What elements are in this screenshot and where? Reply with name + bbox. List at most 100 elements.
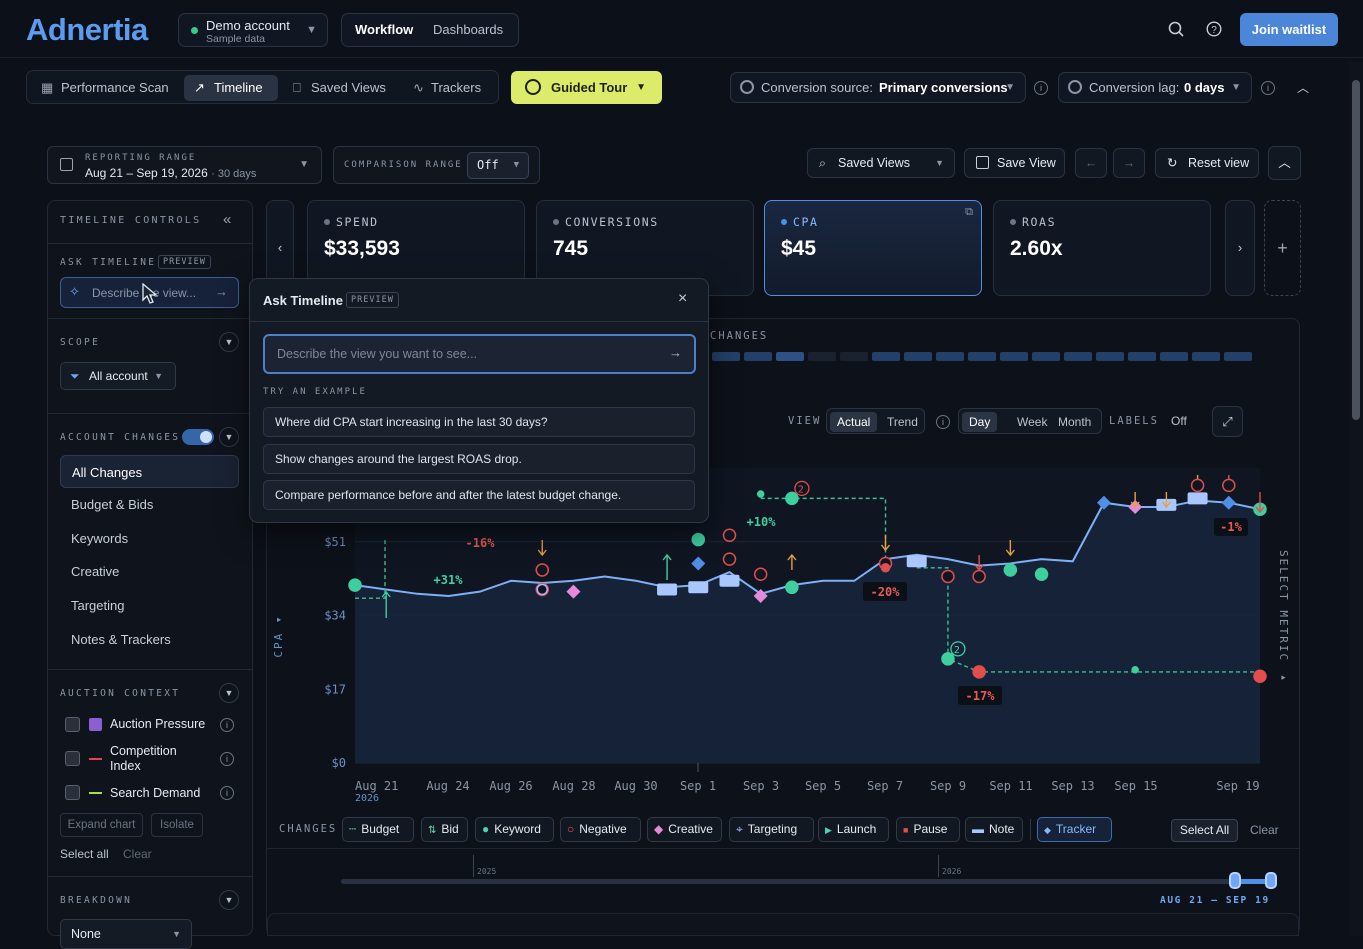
range-selection[interactable] [1234, 879, 1272, 884]
note-marker[interactable] [688, 581, 709, 594]
tracker-marker[interactable] [1096, 495, 1111, 510]
keyword-marker[interactable] [1131, 665, 1139, 674]
change-density-cell[interactable] [904, 352, 932, 361]
nav-dashboards[interactable]: Dashboards [433, 22, 504, 37]
example-prompt-2[interactable]: Show changes around the largest ROAS dro… [263, 444, 695, 474]
conversion-lag-select[interactable]: Conversion lag: 0 days ▼ [1058, 72, 1252, 103]
legend-keyword[interactable]: ● Keyword [475, 817, 554, 842]
note-marker[interactable] [719, 574, 740, 587]
example-prompt-1[interactable]: Where did CPA start increasing in the la… [263, 407, 695, 437]
pause-marker[interactable] [972, 665, 986, 679]
nav-workflow[interactable]: Workflow [355, 22, 414, 37]
account-changes-toggle[interactable] [182, 429, 214, 445]
legend-bid[interactable]: ⇅ Bid [421, 817, 468, 842]
pause-marker[interactable] [1253, 669, 1267, 683]
change-density-cell[interactable] [840, 352, 868, 361]
note-marker[interactable] [657, 583, 678, 596]
collapse-header-button[interactable]: ︿ [1268, 146, 1301, 180]
send-arrow-icon[interactable]: → [669, 345, 682, 360]
expand-chart-button[interactable]: ⤢ [1212, 406, 1243, 437]
negative-marker[interactable] [1222, 478, 1236, 493]
join-waitlist-button[interactable]: Join waitlist [1240, 13, 1338, 46]
logo[interactable]: Adnertia [26, 12, 148, 47]
keyword-marker[interactable] [691, 532, 706, 547]
keyword-marker[interactable] [1034, 567, 1049, 582]
change-density-cell[interactable] [712, 352, 740, 361]
expand-chart-button[interactable]: Expand chart [60, 813, 143, 837]
change-density-cell[interactable] [1064, 352, 1092, 361]
info-icon[interactable]: i [220, 752, 234, 766]
scope-select[interactable]: ⏷ All account ▼ [60, 362, 176, 390]
keyword-marker[interactable] [348, 578, 362, 592]
change-density-cell[interactable] [776, 352, 804, 361]
info-icon[interactable]: i [1034, 81, 1048, 95]
kpi-roas[interactable]: ROAS 2.60x [993, 200, 1211, 296]
legend-budget[interactable]: ┄ Budget [342, 817, 414, 842]
legend-negative[interactable]: ○ Negative [560, 817, 641, 842]
change-density-cell[interactable] [808, 352, 836, 361]
labels-toggle[interactable]: Off [1171, 414, 1187, 428]
example-prompt-3[interactable]: Compare performance before and after the… [263, 480, 695, 510]
change-density-cell[interactable] [872, 352, 900, 361]
change-density-cell[interactable] [1000, 352, 1028, 361]
tracker-marker[interactable] [691, 556, 706, 571]
search-icon[interactable] [1168, 21, 1184, 37]
reset-view-button[interactable]: ↻ Reset view [1155, 148, 1259, 178]
range-handle-start[interactable] [1229, 872, 1241, 889]
note-marker[interactable] [1187, 492, 1208, 505]
negative-marker[interactable] [722, 552, 737, 566]
info-icon[interactable]: i [220, 718, 234, 732]
chevron-down-icon[interactable]: ▼ [219, 683, 239, 703]
view-trend[interactable]: Trend [887, 415, 918, 429]
note-marker[interactable] [906, 555, 927, 568]
pause-marker[interactable] [880, 563, 891, 573]
save-view-button[interactable]: Save View [964, 148, 1065, 178]
forward-button[interactable]: → [1113, 148, 1145, 178]
change-density-cell[interactable] [744, 352, 772, 361]
auction-pressure-checkbox[interactable] [65, 717, 80, 732]
granularity-month[interactable]: Month [1058, 415, 1092, 429]
tab-saved-views[interactable]: ⎕ Saved Views [285, 75, 394, 101]
breakdown-select[interactable]: None ▼ [60, 919, 192, 949]
targeting-marker[interactable] [536, 583, 548, 596]
negative-marker[interactable] [972, 569, 986, 584]
changes-heat-strip[interactable] [712, 352, 1260, 362]
info-icon[interactable]: i [1261, 81, 1275, 95]
change-density-cell[interactable] [1224, 352, 1252, 361]
change-density-cell[interactable] [1032, 352, 1060, 361]
help-icon[interactable]: ? [1206, 21, 1222, 37]
negative-marker[interactable] [941, 569, 955, 584]
legend-creative[interactable]: ◆ Creative [647, 817, 722, 842]
view-actual[interactable]: Actual [830, 412, 878, 432]
competition-index-checkbox[interactable] [65, 751, 80, 766]
account-switcher[interactable]: Demo account Sample data ▼ [178, 13, 328, 47]
kpi-next-button[interactable]: › [1225, 200, 1255, 296]
clear-link[interactable]: Clear [123, 847, 152, 861]
range-handle-end[interactable] [1265, 872, 1277, 889]
negative-marker[interactable] [1190, 478, 1205, 493]
change-density-cell[interactable] [1128, 352, 1156, 361]
creative-marker[interactable] [753, 588, 768, 603]
collapse-panel-icon[interactable]: « [223, 211, 232, 228]
negative-marker[interactable] [753, 567, 768, 582]
count-badge[interactable] [794, 480, 810, 497]
legend-targeting[interactable]: ⌖ Targeting [729, 817, 814, 842]
granularity-week[interactable]: Week [1017, 415, 1048, 429]
legend-clear-link[interactable]: Clear [1250, 823, 1279, 837]
change-density-cell[interactable] [1160, 352, 1188, 361]
negative-marker[interactable] [535, 563, 549, 577]
page-scrollbar[interactable] [1349, 62, 1363, 936]
popup-ask-input[interactable]: Describe the view you want to see... → [263, 334, 696, 374]
select-all-link[interactable]: Select all [60, 847, 109, 861]
keyword-marker[interactable] [941, 652, 955, 666]
select-metric-label[interactable]: SELECT METRIC ▸ [1277, 550, 1290, 686]
keyword-marker[interactable] [756, 490, 765, 498]
tab-performance-scan[interactable]: ▦ Performance Scan [31, 75, 177, 101]
chevron-down-icon[interactable]: ▼ [219, 890, 239, 910]
negative-marker[interactable] [722, 528, 737, 542]
info-icon[interactable]: i [936, 415, 950, 429]
add-kpi-button[interactable]: + [1264, 200, 1301, 296]
close-icon[interactable]: × [678, 290, 688, 307]
change-density-cell[interactable] [936, 352, 964, 361]
back-button[interactable]: ← [1075, 148, 1107, 178]
